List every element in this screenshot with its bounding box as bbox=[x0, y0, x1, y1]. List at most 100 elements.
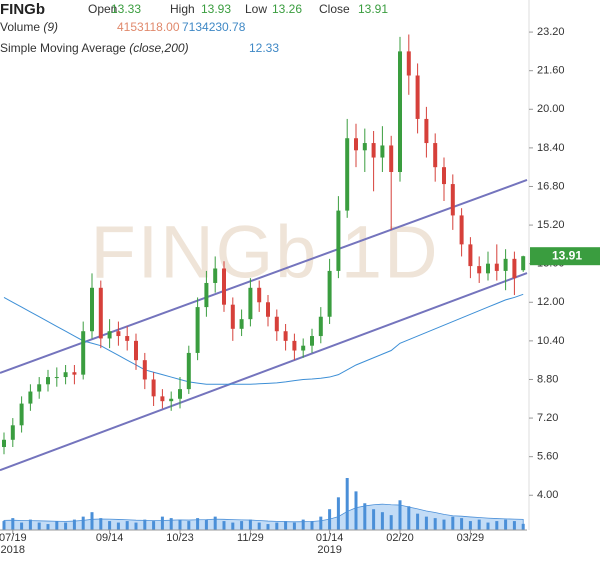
candle-body bbox=[486, 263, 490, 274]
volume-bar bbox=[248, 519, 252, 530]
y-tick-label: 5.60 bbox=[537, 451, 558, 463]
candle-body bbox=[107, 331, 112, 339]
y-tick-label: 23.20 bbox=[537, 26, 565, 38]
volume-bar bbox=[266, 524, 270, 530]
volume-bar bbox=[152, 521, 156, 530]
candle-body bbox=[81, 331, 86, 375]
volume-bar bbox=[240, 521, 244, 530]
candle-body bbox=[10, 425, 15, 440]
volume-bar bbox=[284, 521, 288, 530]
volume-bar bbox=[178, 519, 182, 530]
candle-body bbox=[459, 215, 464, 245]
volume-bar bbox=[477, 519, 481, 530]
candle-body bbox=[310, 336, 314, 346]
candle-body bbox=[230, 304, 235, 329]
volume-bar bbox=[416, 513, 420, 530]
candle-body bbox=[46, 377, 50, 385]
volume-bar bbox=[292, 522, 296, 530]
candle-body bbox=[274, 316, 279, 332]
close-label: Close bbox=[319, 2, 350, 16]
candle-body bbox=[371, 143, 376, 158]
volume-bar bbox=[46, 524, 50, 530]
candle-body bbox=[468, 244, 473, 267]
sma-name: Simple Moving Average bbox=[0, 41, 126, 55]
candle-body bbox=[301, 345, 306, 351]
last-price-badge bbox=[530, 247, 600, 266]
volume-bar bbox=[99, 518, 103, 530]
candle-body bbox=[354, 138, 358, 151]
volume-bar bbox=[55, 521, 59, 530]
volume-bar bbox=[169, 518, 173, 530]
low-label: Low bbox=[245, 2, 267, 16]
candle-body bbox=[494, 263, 499, 271]
volume-bar bbox=[310, 521, 314, 530]
candle-body bbox=[63, 372, 68, 378]
volume-bar bbox=[301, 519, 305, 530]
sma-value: 12.33 bbox=[249, 41, 279, 55]
candle-body bbox=[37, 384, 42, 392]
volume-bar bbox=[90, 512, 94, 530]
x-tick-label: 01/14 bbox=[316, 532, 344, 544]
header: FINGb Open 13.33 High 13.93 Low 13.26 Cl… bbox=[0, 1, 388, 55]
y-tick-label: 8.80 bbox=[537, 373, 558, 385]
candle-body bbox=[450, 184, 455, 216]
x-tick-label: 07/19 bbox=[0, 532, 27, 544]
last-price-label: 13.91 bbox=[552, 248, 582, 262]
candle-body bbox=[116, 331, 121, 337]
volume-bar bbox=[407, 506, 411, 530]
candle-body bbox=[257, 287, 262, 303]
x-tick-label: 03/29 bbox=[457, 532, 485, 544]
volume-bar bbox=[108, 521, 112, 530]
y-tick-label: 16.80 bbox=[537, 180, 565, 192]
candle-body bbox=[19, 403, 24, 426]
candle-body bbox=[521, 256, 526, 271]
volume-bar bbox=[380, 512, 384, 530]
candle-body bbox=[248, 287, 253, 320]
volume-bar bbox=[11, 518, 15, 530]
candle-body bbox=[204, 282, 209, 308]
sma-params: (close,200) bbox=[129, 41, 188, 55]
volume-bar bbox=[196, 518, 200, 530]
x-tick-label: 11/29 bbox=[237, 532, 264, 544]
volume-bar bbox=[495, 521, 499, 530]
y-tick-label: 20.00 bbox=[537, 103, 565, 115]
volume-bar bbox=[81, 516, 85, 530]
volume-value: 4153118.00 bbox=[117, 20, 180, 34]
volume-bar bbox=[160, 516, 164, 530]
candle-body bbox=[178, 389, 182, 399]
y-tick-label: 18.40 bbox=[537, 142, 565, 154]
volume-bar bbox=[125, 521, 129, 530]
candle-body bbox=[169, 398, 174, 402]
candle-body bbox=[160, 396, 165, 402]
candle-body bbox=[72, 372, 77, 375]
volume-bar bbox=[257, 522, 261, 530]
volume-bar bbox=[72, 519, 76, 530]
candle-body bbox=[28, 391, 33, 404]
candle-body bbox=[477, 266, 482, 274]
volume-bar bbox=[512, 521, 516, 530]
open-value: 13.33 bbox=[111, 2, 141, 16]
volume-bar bbox=[204, 519, 208, 530]
volume-bar bbox=[486, 522, 490, 530]
volume-bar bbox=[521, 523, 525, 530]
x-tick-label: 10/23 bbox=[166, 532, 194, 544]
volume-bar bbox=[222, 521, 226, 530]
volume-bar bbox=[64, 522, 68, 530]
open-label: Open bbox=[88, 2, 117, 16]
sma-line bbox=[3, 293, 524, 385]
volume-ma-value: 7134230.78 bbox=[182, 20, 246, 34]
candle-body bbox=[503, 258, 508, 271]
low-value: 13.26 bbox=[272, 2, 302, 16]
candle-body bbox=[318, 316, 323, 337]
candle-body bbox=[292, 340, 297, 351]
candle-body bbox=[398, 51, 402, 173]
candle-body bbox=[433, 143, 438, 168]
candle-body bbox=[266, 302, 270, 317]
volume-bar bbox=[328, 509, 332, 530]
candle-body bbox=[362, 143, 367, 151]
candle-body bbox=[54, 377, 59, 379]
candle-body bbox=[345, 138, 350, 211]
